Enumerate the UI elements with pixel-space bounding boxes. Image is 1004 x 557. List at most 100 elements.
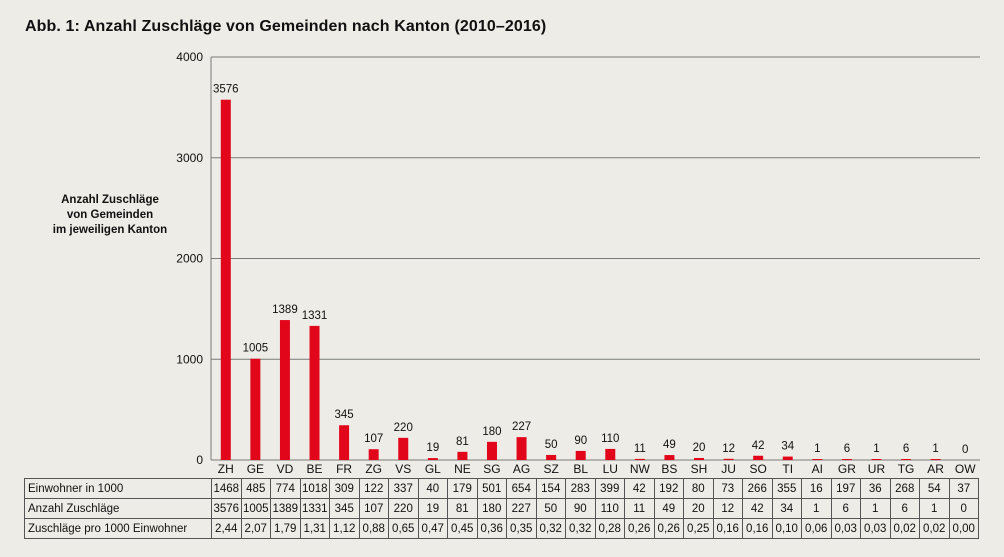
bar-value-label: 180 xyxy=(482,426,501,438)
table-cell: 0,16 xyxy=(712,518,743,539)
table-cell: 1389 xyxy=(270,498,301,519)
table-cell: 654 xyxy=(506,478,537,499)
bar-value-label: 345 xyxy=(335,409,354,421)
table-cell: 42 xyxy=(742,498,773,519)
bar xyxy=(694,457,705,460)
table-cell: 0,65 xyxy=(388,518,419,539)
bar-value-label: 227 xyxy=(512,421,531,433)
bar-value-label: 0 xyxy=(962,444,968,456)
table-cell: 268 xyxy=(889,478,920,499)
table-cell: 20 xyxy=(683,498,714,519)
category-label: BE xyxy=(307,462,323,476)
bar xyxy=(723,458,734,460)
table-cell: 49 xyxy=(653,498,684,519)
bar xyxy=(427,458,438,460)
table-cell: 90 xyxy=(565,498,596,519)
bar-value-label: 50 xyxy=(545,439,558,451)
table-cell: 107 xyxy=(358,498,389,519)
bar-value-label: 90 xyxy=(574,435,587,447)
table-cell: 283 xyxy=(565,478,596,499)
bar-value-label: 1 xyxy=(932,443,938,455)
bar xyxy=(398,437,409,460)
bar xyxy=(575,450,586,460)
bar xyxy=(782,456,793,460)
table-cell: 0,02 xyxy=(889,518,920,539)
y-axis-label-line: im jeweiligen Kanton xyxy=(52,224,168,236)
table-cell: 1005 xyxy=(240,498,271,519)
table-cell: 80 xyxy=(683,478,714,499)
table-cell: 309 xyxy=(329,478,360,499)
table-cell: 11 xyxy=(624,498,655,519)
table-cell: 34 xyxy=(771,498,802,519)
category-label: NW xyxy=(630,462,651,476)
table-cell: 0,00 xyxy=(948,518,979,539)
category-label: ZG xyxy=(365,462,382,476)
table-cell: 81 xyxy=(447,498,478,519)
table-cell: 122 xyxy=(358,478,389,499)
table-cell: 485 xyxy=(240,478,271,499)
table-cell: 0,26 xyxy=(653,518,684,539)
bar xyxy=(279,320,290,460)
table-cell: 0,25 xyxy=(683,518,714,539)
table-cell: 0,32 xyxy=(535,518,566,539)
bar xyxy=(841,459,852,460)
table-cell: 0,03 xyxy=(860,518,891,539)
bars xyxy=(220,99,941,460)
category-label: BL xyxy=(573,462,588,476)
category-label: UR xyxy=(868,462,886,476)
row-header: Anzahl Zuschläge xyxy=(24,498,212,519)
table-cell: 0,88 xyxy=(358,518,389,539)
table-cell: 2,07 xyxy=(240,518,271,539)
bar xyxy=(309,325,320,460)
table-cell: 110 xyxy=(594,498,625,519)
bar-value-label: 1005 xyxy=(243,343,269,355)
category-label: SH xyxy=(691,462,708,476)
bar-value-label: 42 xyxy=(752,440,765,452)
gridlines xyxy=(210,56,980,461)
table-cell: 54 xyxy=(919,478,950,499)
table-cell: 12 xyxy=(712,498,743,519)
bar-value-label: 20 xyxy=(693,442,706,454)
table-cell: 337 xyxy=(388,478,419,499)
category-label: TG xyxy=(898,462,915,476)
table-cell: 0,02 xyxy=(919,518,950,539)
table-cell: 180 xyxy=(476,498,507,519)
bar xyxy=(516,437,527,460)
table-cell: 154 xyxy=(535,478,566,499)
category-label: NE xyxy=(454,462,471,476)
category-label: JU xyxy=(721,462,736,476)
table-cell: 1,79 xyxy=(270,518,301,539)
table-cell: 42 xyxy=(624,478,655,499)
bar xyxy=(486,441,497,460)
y-axis-label: Anzahl Zuschläge von Gemeinden im jeweil… xyxy=(40,193,180,238)
bar-value-label: 19 xyxy=(426,442,439,454)
category-labels: ZH GE VD BE FR ZG VS GL NE SG AG SZ BL LU NW BS SH JU SO TI… xyxy=(218,462,976,476)
table-row: Zuschläge pro 1000 Einwohner 2,44 2,07 1,79… xyxy=(24,518,979,539)
category-label: LU xyxy=(603,462,618,476)
y-tick-label: 3000 xyxy=(176,151,203,165)
category-label: GR xyxy=(838,462,856,476)
table-cell: 0,36 xyxy=(476,518,507,539)
table-cell: 0,32 xyxy=(565,518,596,539)
bar xyxy=(605,448,616,460)
table-cell: 197 xyxy=(830,478,861,499)
category-label: VS xyxy=(395,462,411,476)
table-cell: 220 xyxy=(388,498,419,519)
category-label: TI xyxy=(782,462,793,476)
table-cell: 16 xyxy=(801,478,832,499)
data-table: Einwohner in 1000 1468 485 774 1018 309 122 337… xyxy=(24,478,979,539)
bar-value-label: 3576 xyxy=(213,84,239,96)
category-label: SG xyxy=(483,462,500,476)
bar xyxy=(634,458,645,460)
table-cell: 6 xyxy=(889,498,920,519)
y-tick-label: 2000 xyxy=(176,252,203,266)
bar-value-label: 11 xyxy=(634,443,646,455)
table-cell: 1 xyxy=(860,498,891,519)
bar xyxy=(930,459,941,460)
category-label: SZ xyxy=(543,462,558,476)
bar-value-label: 1389 xyxy=(272,304,298,316)
table-cell: 1,12 xyxy=(329,518,360,539)
table-cell: 40 xyxy=(417,478,448,499)
bar-value-label: 49 xyxy=(663,439,676,451)
bar xyxy=(871,459,882,460)
